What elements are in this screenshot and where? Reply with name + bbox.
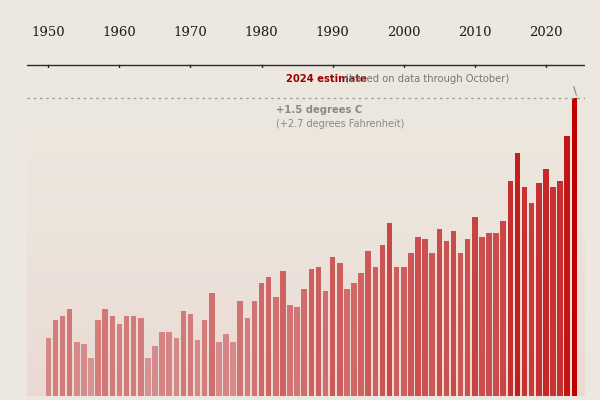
Bar <box>465 239 470 396</box>
Bar <box>46 338 51 396</box>
Bar <box>330 257 335 396</box>
Bar <box>550 187 556 396</box>
Bar <box>394 267 400 396</box>
Bar <box>145 358 151 396</box>
Bar <box>273 297 278 396</box>
Bar <box>216 342 221 396</box>
Bar <box>67 308 73 396</box>
Bar <box>152 346 158 396</box>
Bar <box>479 237 485 396</box>
Bar <box>280 271 286 396</box>
Text: 1980: 1980 <box>245 26 278 39</box>
Bar <box>173 338 179 396</box>
Bar <box>287 304 293 396</box>
Bar <box>202 320 208 396</box>
Text: 1960: 1960 <box>103 26 136 39</box>
Text: 2020: 2020 <box>529 26 563 39</box>
Bar <box>430 253 435 396</box>
Bar <box>95 320 101 396</box>
Bar <box>81 344 86 396</box>
Bar <box>443 241 449 396</box>
Bar <box>572 98 577 396</box>
Bar <box>116 324 122 396</box>
Bar <box>387 223 392 396</box>
Bar <box>195 340 200 396</box>
Bar <box>131 316 136 396</box>
Bar <box>53 320 58 396</box>
Text: 1990: 1990 <box>316 26 350 39</box>
Bar <box>238 300 243 396</box>
Bar <box>458 253 463 396</box>
Bar <box>422 239 428 396</box>
Bar <box>223 334 229 396</box>
Bar <box>124 316 129 396</box>
Text: 2024 estimate: 2024 estimate <box>286 74 367 84</box>
Bar <box>543 169 548 396</box>
Text: (+2.7 degrees Fahrenheit): (+2.7 degrees Fahrenheit) <box>276 119 404 129</box>
Bar <box>508 181 513 396</box>
Bar <box>365 251 371 396</box>
Text: 2000: 2000 <box>387 26 421 39</box>
Bar <box>344 289 350 396</box>
Bar <box>486 233 492 396</box>
Text: 1950: 1950 <box>32 26 65 39</box>
Bar <box>408 253 413 396</box>
Bar <box>88 358 94 396</box>
Bar <box>415 237 421 396</box>
Bar <box>308 269 314 396</box>
Bar <box>451 231 456 396</box>
Bar <box>529 203 535 396</box>
Bar <box>316 267 321 396</box>
Text: 2010: 2010 <box>458 26 491 39</box>
Bar <box>373 267 378 396</box>
Text: 1970: 1970 <box>173 26 208 39</box>
Bar <box>103 308 108 396</box>
Bar <box>74 342 80 396</box>
Bar <box>351 283 357 396</box>
Bar <box>209 293 215 396</box>
Bar <box>522 187 527 396</box>
Bar <box>536 183 542 396</box>
Bar <box>60 316 65 396</box>
Bar <box>515 154 520 396</box>
Text: (based on data through October): (based on data through October) <box>342 74 509 84</box>
Bar <box>138 318 143 396</box>
Bar <box>472 217 478 396</box>
Bar <box>557 181 563 396</box>
Bar <box>437 229 442 396</box>
Bar <box>181 310 186 396</box>
Text: +1.5 degrees C: +1.5 degrees C <box>276 105 362 115</box>
Bar <box>266 277 271 396</box>
Bar <box>358 273 364 396</box>
Bar <box>565 136 570 396</box>
Bar <box>251 300 257 396</box>
Bar <box>323 291 328 396</box>
Bar <box>166 332 172 396</box>
Bar <box>230 342 236 396</box>
Bar <box>401 267 407 396</box>
Bar <box>159 332 165 396</box>
Bar <box>337 263 343 396</box>
Bar <box>295 306 300 396</box>
Bar <box>380 245 385 396</box>
Bar <box>493 233 499 396</box>
Bar <box>188 314 193 396</box>
Bar <box>301 289 307 396</box>
Bar <box>259 283 265 396</box>
Bar <box>245 318 250 396</box>
Bar <box>110 316 115 396</box>
Bar <box>500 221 506 396</box>
